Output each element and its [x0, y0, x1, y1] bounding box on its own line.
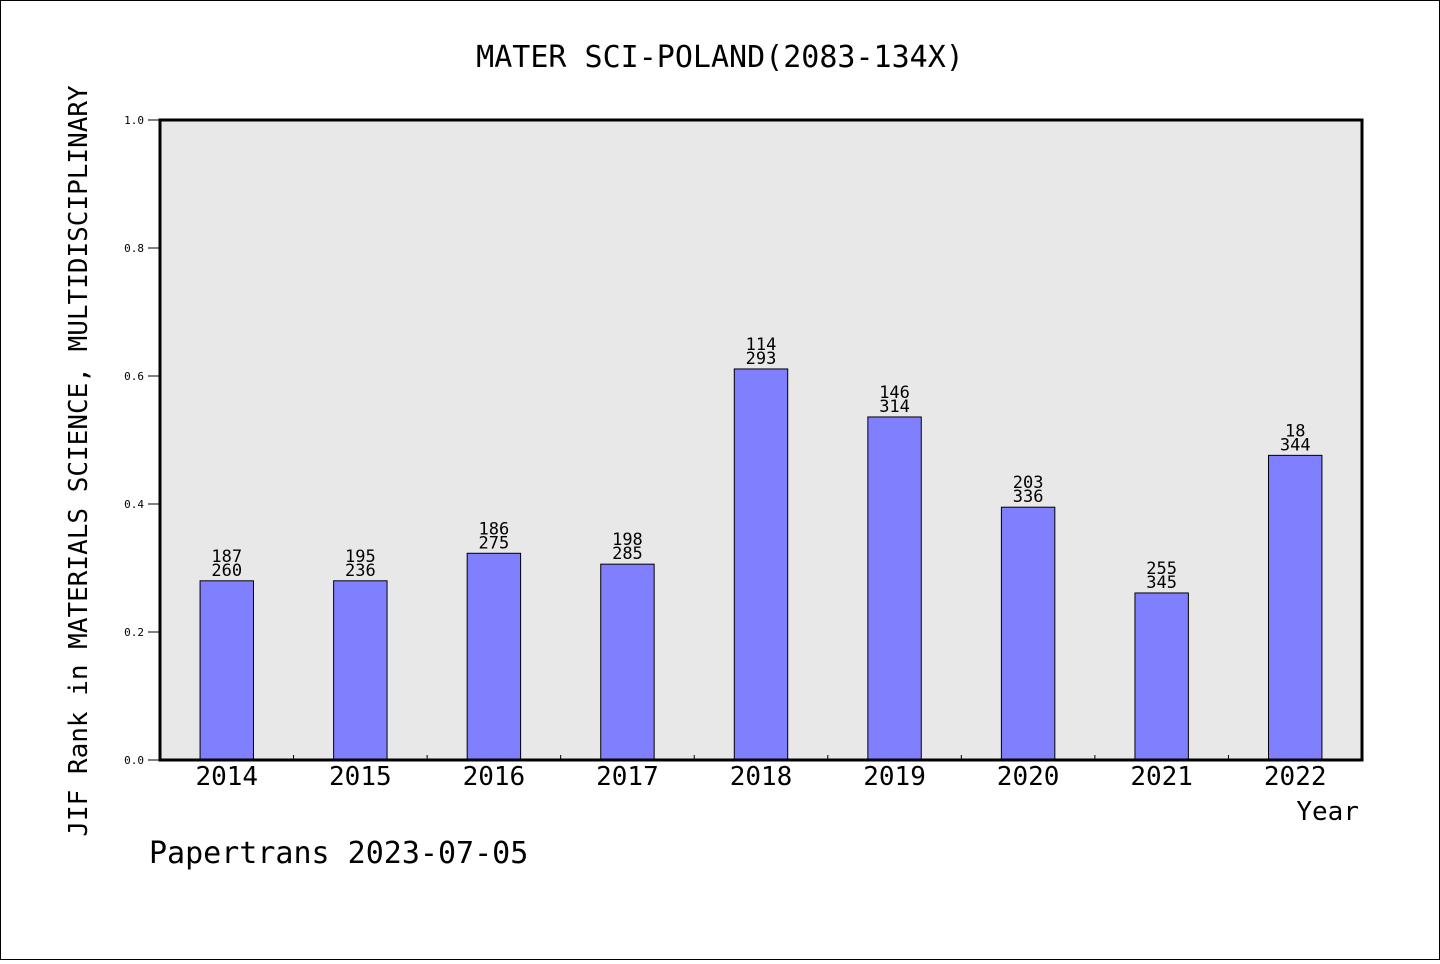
bar-label-bottom: 260 — [211, 561, 242, 581]
x-tick-label: 2014 — [195, 762, 258, 792]
bar-label-top: 146 — [879, 383, 910, 403]
bar-2015 — [333, 580, 388, 761]
bar-label-top: 195 — [345, 547, 376, 567]
x-axis-label: Year — [1296, 797, 1359, 827]
bar-2021 — [1134, 592, 1189, 761]
bar-label-top: 203 — [1013, 473, 1044, 493]
y-tick-label: 0.6 — [124, 370, 144, 383]
y-tick-label: 0.8 — [124, 242, 144, 255]
x-tick-label: 2019 — [863, 762, 926, 792]
x-tick-label: 2018 — [730, 762, 793, 792]
bar-2022 — [1268, 454, 1323, 761]
x-tick-label: 2016 — [463, 762, 526, 792]
x-tick-label: 2020 — [997, 762, 1060, 792]
y-tick-label: 0.4 — [124, 498, 144, 511]
y-ticks-group: 0.0 0.2 0.4 0.6 0.8 1.0 — [124, 114, 160, 767]
bar-label-bottom: 336 — [1013, 487, 1044, 507]
bar-2017 — [600, 563, 655, 761]
plot-border — [158, 118, 1364, 762]
bar-label-top: 18 — [1285, 421, 1305, 441]
x-tick-label: 2017 — [596, 762, 659, 792]
bar-label-top: 114 — [746, 335, 777, 355]
bar-label-bottom: 275 — [479, 533, 510, 553]
bar-2019 — [867, 416, 922, 761]
bar-label-top: 187 — [211, 547, 242, 567]
x-tick-label: 2015 — [329, 762, 392, 792]
bar-2014 — [199, 580, 254, 761]
y-tick-label: 0.2 — [124, 626, 144, 639]
footer-text: Papertrans 2023-07-05 — [149, 836, 528, 871]
bar-label-bottom: 285 — [612, 544, 643, 564]
bar-label-bottom: 314 — [879, 397, 910, 417]
bar-2020 — [1000, 506, 1056, 761]
bar-label-bottom: 344 — [1280, 435, 1311, 455]
chart-title: MATER SCI-POLAND(2083-134X) — [476, 40, 964, 75]
x-ticks-group: 2014 2015 2016 2017 2018 2019 2020 2021 2022 — [195, 755, 1327, 792]
x-tick-label: 2021 — [1130, 762, 1193, 792]
bar-label-top: 186 — [479, 519, 510, 539]
y-tick-label: 1.0 — [124, 114, 144, 127]
bar-2016 — [466, 552, 522, 761]
x-tick-label: 2022 — [1264, 762, 1327, 792]
bar-label-top: 198 — [612, 530, 643, 550]
y-axis-label: JIF Rank in MATERIALS SCIENCE, MULTIDISC… — [64, 85, 94, 837]
bar-2018 — [733, 368, 789, 761]
bar-label-bottom: 345 — [1146, 573, 1177, 593]
bar-label-bottom: 236 — [345, 561, 376, 581]
bar-label-bottom: 293 — [746, 349, 777, 369]
bar-label-top: 255 — [1146, 559, 1177, 579]
y-tick-label: 0.0 — [124, 754, 144, 767]
